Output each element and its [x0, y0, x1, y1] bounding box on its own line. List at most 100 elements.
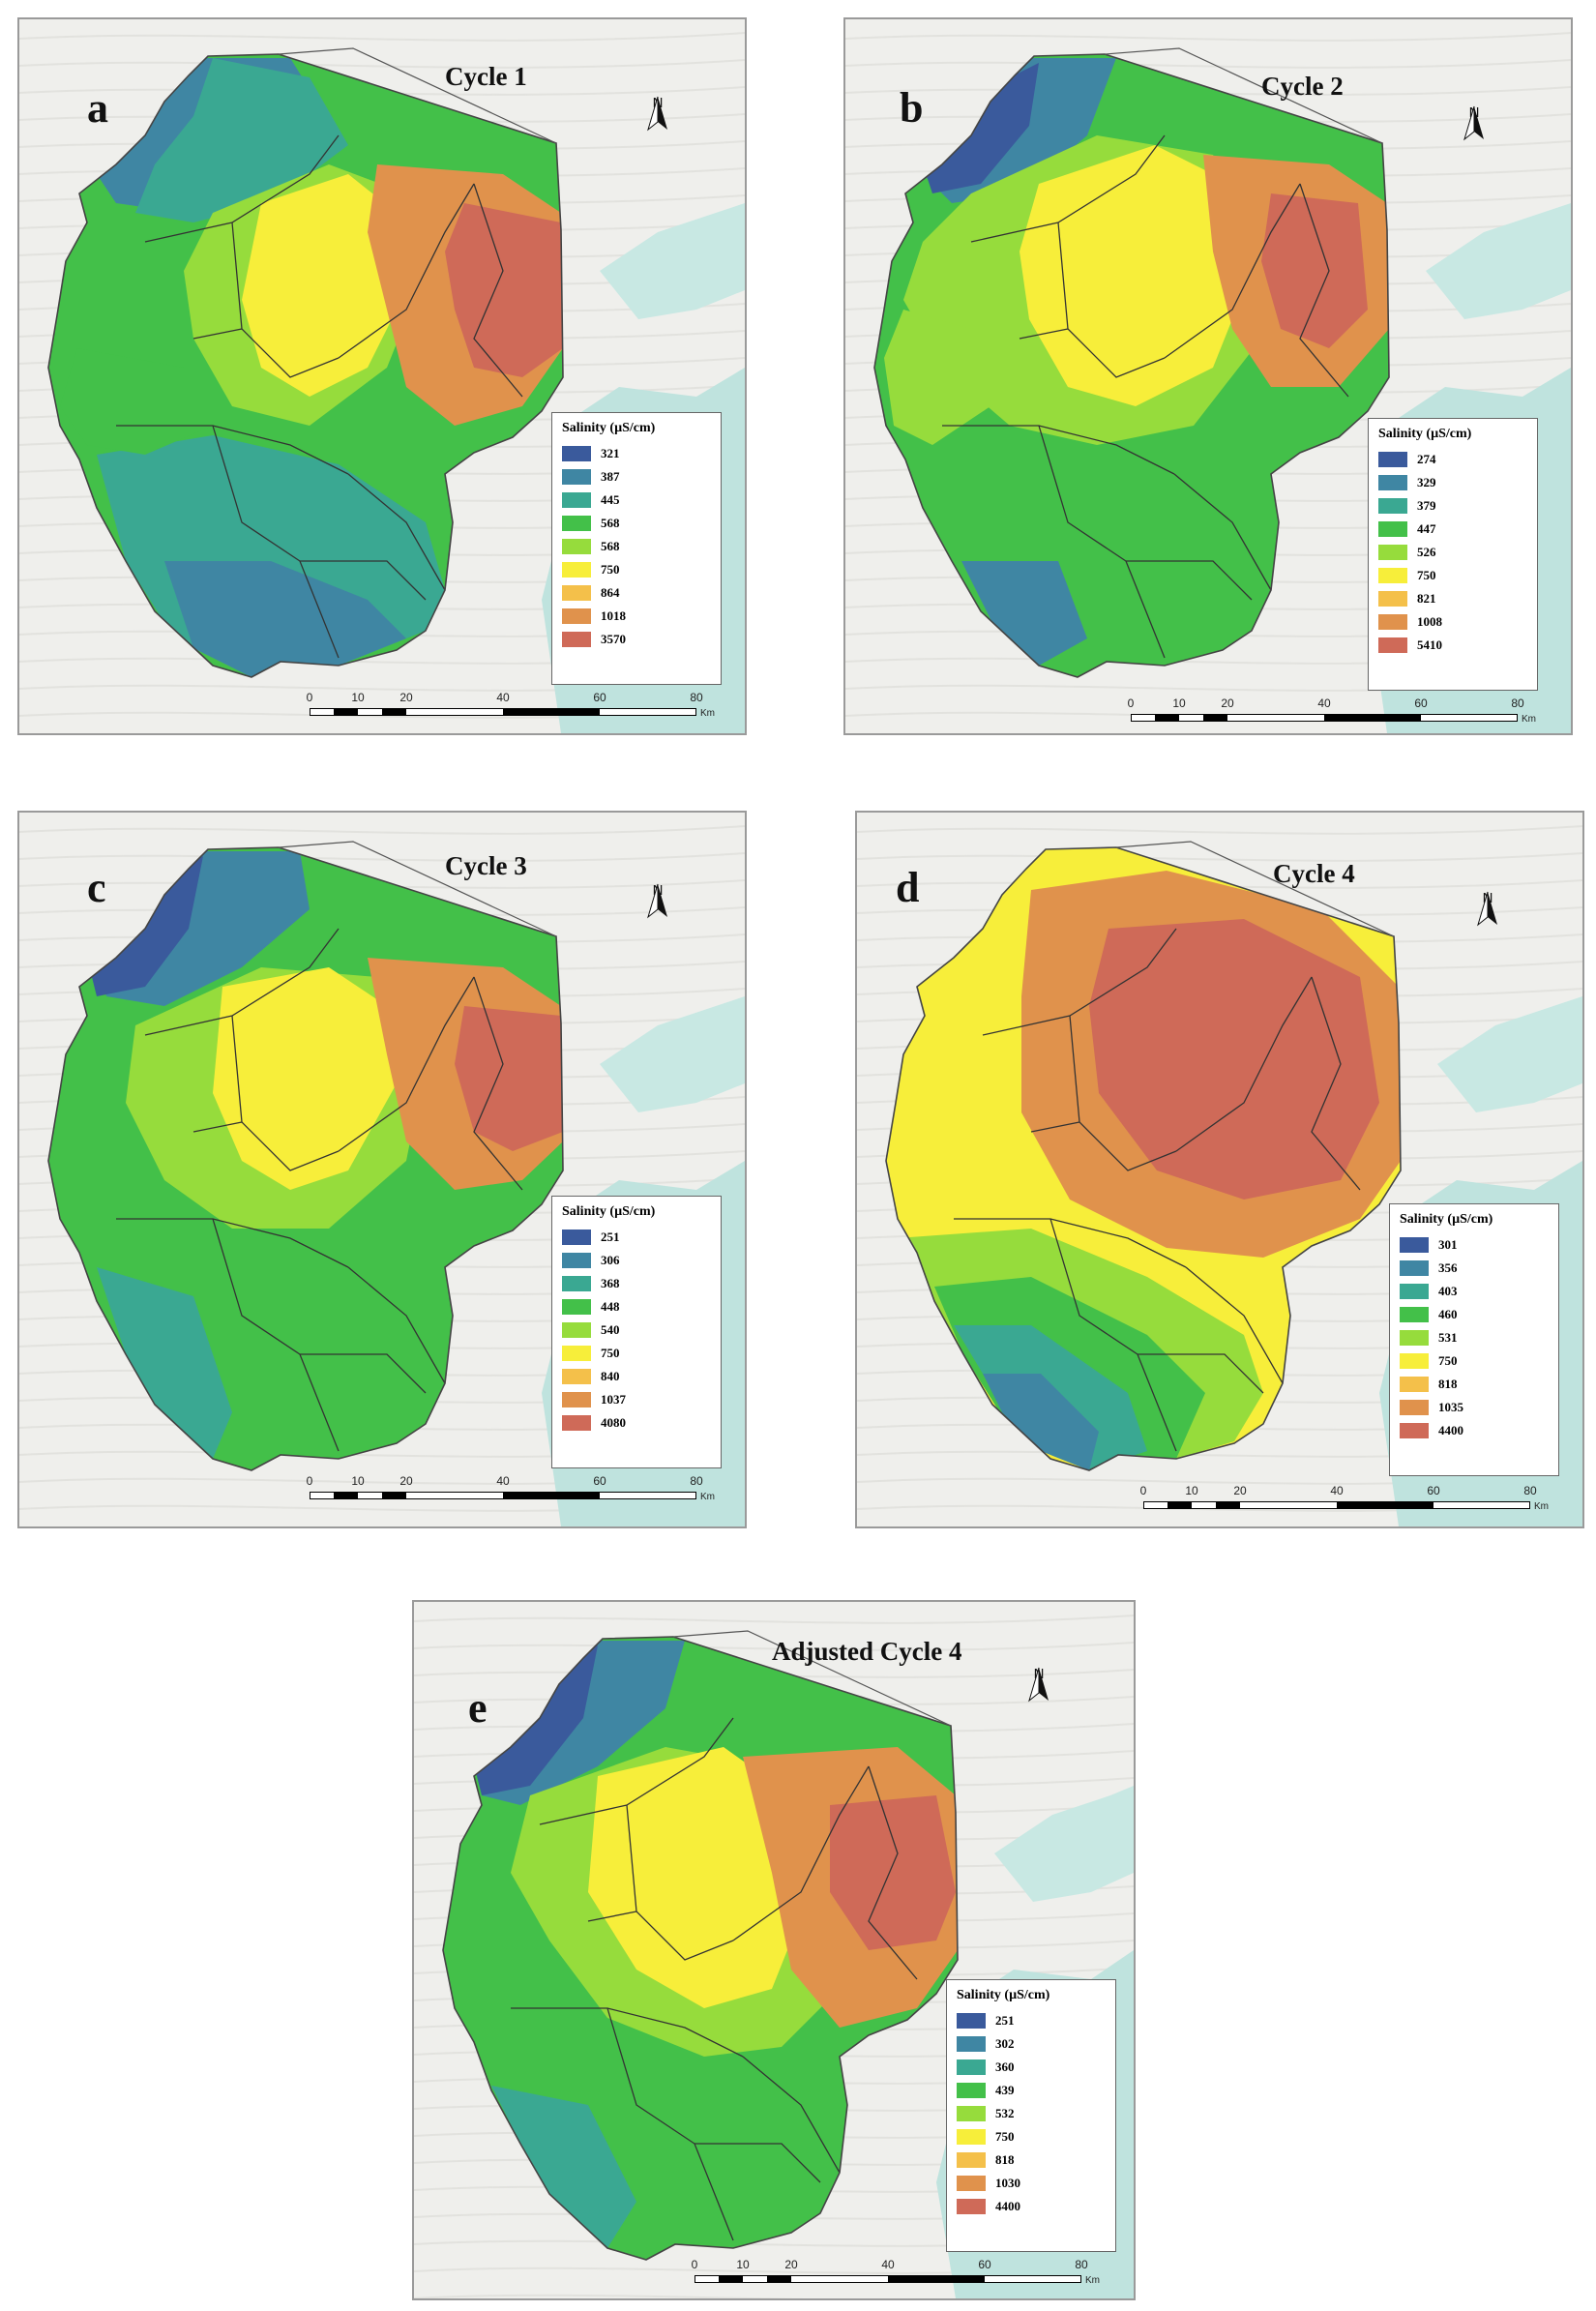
north-arrow-e: N — [1020, 1666, 1058, 1703]
scale-tick-label: 40 — [496, 1474, 510, 1488]
district-boundary — [212, 1218, 340, 1452]
legend-swatch — [562, 1299, 591, 1315]
legend-item: 379 — [1378, 494, 1527, 518]
legend-swatch — [957, 2176, 986, 2191]
legend-swatch — [1378, 614, 1407, 630]
region-outline-extension — [672, 1630, 952, 1727]
scale-unit: Km — [1085, 2275, 1100, 2286]
scale-tick-label: 40 — [1330, 1484, 1344, 1497]
legend-swatch — [562, 585, 591, 601]
legend-title: Salinity (µS/cm) — [1400, 1212, 1493, 1227]
scale-bar-segment — [767, 2275, 791, 2283]
legend-item: 360 — [957, 2056, 1106, 2079]
region-outline-extension — [1104, 47, 1383, 144]
legend-item: 821 — [1378, 587, 1527, 610]
scale-bar-segment — [382, 708, 406, 716]
scale-tick-label: 60 — [978, 2258, 991, 2271]
terrain-hatch — [414, 1642, 1134, 1651]
scale-bar-b: 0 10 20 40 60 80 Km — [1128, 696, 1547, 729]
scale-tick-label: 10 — [351, 1474, 365, 1488]
legend-value: 368 — [601, 1276, 620, 1290]
legend-swatch — [1378, 498, 1407, 514]
panel-title-b: Cycle 2 — [1261, 72, 1344, 101]
legend-swatch — [562, 632, 591, 647]
panel-title-c: Cycle 3 — [445, 851, 527, 880]
legend-item: 356 — [1400, 1257, 1549, 1280]
district-boundary — [1069, 1015, 1177, 1171]
scale-tick-label: 80 — [690, 1474, 703, 1488]
scale-tick-label: 80 — [690, 691, 703, 704]
scale-tick-label: 40 — [1317, 696, 1331, 710]
terrain-hatch — [857, 825, 1582, 835]
legend-swatch — [1400, 1284, 1429, 1299]
district-boundary — [954, 1218, 1187, 1268]
district-boundary — [1126, 560, 1253, 601]
scale-tick-label: 60 — [593, 1474, 606, 1488]
district-boundary — [1299, 183, 1349, 398]
legend-item: 568 — [562, 512, 711, 535]
legend-item: 4080 — [562, 1411, 711, 1435]
scale-tick-label: 60 — [593, 691, 606, 704]
scale-tick-label: 0 — [691, 2258, 698, 2271]
north-arrow-a: N — [638, 95, 677, 132]
scale-tick-label: 80 — [1511, 696, 1524, 710]
legend-item: 540 — [562, 1318, 711, 1342]
district-boundary — [473, 976, 523, 1191]
scale-bar-segment — [1155, 714, 1179, 722]
legend-swatch — [1378, 452, 1407, 467]
legend-swatch — [562, 1230, 591, 1245]
scale-bar-segment — [1216, 1501, 1240, 1509]
legend-item: 840 — [562, 1365, 711, 1388]
scale-tick-label: 0 — [1139, 1484, 1147, 1497]
legend-value: 403 — [1438, 1284, 1458, 1298]
legend-item: 4400 — [957, 2195, 1106, 2218]
legend-item: 403 — [1400, 1280, 1549, 1303]
legend-swatch — [562, 446, 591, 461]
scale-tick-label: 20 — [1233, 1484, 1247, 1497]
district-boundary — [695, 2143, 821, 2183]
legend-value: 1030 — [995, 2176, 1020, 2190]
district-boundary — [347, 1266, 446, 1384]
legend-value: 360 — [995, 2059, 1015, 2074]
legend-value: 439 — [995, 2083, 1015, 2097]
salinity-zone — [1089, 919, 1379, 1200]
legend-value: 532 — [995, 2106, 1015, 2120]
legend-swatch — [1400, 1400, 1429, 1415]
legend-item: 531 — [1400, 1326, 1549, 1349]
district-boundary — [982, 928, 1177, 1036]
scale-bar-e: 0 10 20 40 60 80 Km — [691, 2258, 1110, 2291]
district-boundary — [942, 425, 1175, 475]
map-panel-d: d Cycle 4 N Salinity (µS/cm) 301 356 403 46… — [855, 811, 1584, 1528]
scale-tick-label: 60 — [1414, 696, 1428, 710]
legend-swatch — [562, 516, 591, 531]
panel-title-a: Cycle 1 — [445, 62, 527, 91]
district-boundary — [1030, 1121, 1080, 1133]
north-arrow-icon — [1028, 1667, 1049, 1703]
scale-bar-segment — [334, 1492, 358, 1499]
legend-value: 1008 — [1417, 614, 1442, 629]
legend-item: 302 — [957, 2032, 1106, 2056]
scale-bar-segment — [503, 708, 600, 716]
legend-item: 818 — [957, 2148, 1106, 2172]
salinity-zone — [97, 1267, 232, 1459]
legend-swatch — [1400, 1330, 1429, 1346]
legend-item: 321 — [562, 442, 711, 465]
district-boundary — [1164, 183, 1301, 359]
district-boundary — [1175, 976, 1313, 1152]
district-boundary — [868, 1765, 918, 1980]
legend-value: 1037 — [601, 1392, 626, 1407]
district-boundary — [338, 976, 475, 1152]
legend-item: 818 — [1400, 1373, 1549, 1396]
legend-item: 368 — [562, 1272, 711, 1295]
legend-b: Salinity (µS/cm) 274 329 379 447 526 750 821 10… — [1368, 418, 1538, 691]
scale-tick-label: 0 — [306, 1474, 313, 1488]
north-arrow-icon — [647, 883, 667, 919]
terrain-hatch — [19, 59, 745, 69]
district-boundary — [732, 1765, 870, 1941]
region-outline — [885, 846, 1402, 1471]
salinity-zone — [983, 1374, 1099, 1470]
legend-swatch — [1378, 637, 1407, 653]
legend-swatch — [1378, 591, 1407, 607]
legend-swatch — [1400, 1260, 1429, 1276]
district-boundary — [144, 134, 340, 243]
